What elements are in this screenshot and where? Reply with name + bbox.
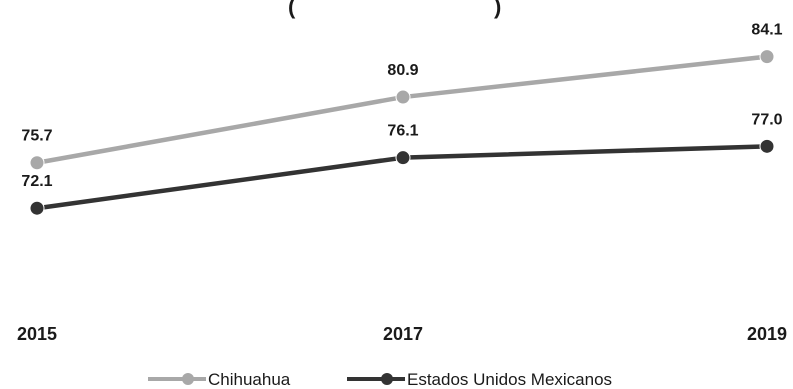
data-label-chihuahua-2017: 80.9 (387, 62, 418, 79)
data-label-layer: 75.7 80.9 84.1 72.1 76.1 77.0 (21, 22, 782, 191)
data-label-chihuahua-2019: 84.1 (751, 22, 782, 39)
legend-label-estados-unidos-mexicanos: Estados Unidos Mexicanos (407, 370, 612, 389)
legend-label-chihuahua: Chihuahua (208, 370, 291, 389)
legend: Chihuahua Estados Unidos Mexicanos (148, 370, 612, 389)
data-point-chihuahua-2015 (29, 155, 45, 171)
x-tick-label-2017: 2017 (383, 324, 423, 344)
legend-swatch-marker-estados-unidos-mexicanos (381, 373, 393, 385)
chart-title-fragment-open: ( (288, 0, 296, 19)
data-point-estados-unidos-mexicanos-2019 (759, 138, 775, 154)
data-point-chihuahua-2019 (759, 49, 775, 65)
data-label-estados-unidos-mexicanos-2015: 72.1 (21, 173, 52, 190)
x-tick-label-2015: 2015 (17, 324, 57, 344)
data-label-estados-unidos-mexicanos-2017: 76.1 (387, 123, 418, 140)
series-layer (29, 49, 775, 216)
legend-swatch-marker-chihuahua (182, 373, 194, 385)
x-tick-label-2019: 2019 (747, 324, 787, 344)
chart-title-fragment-close: ) (494, 0, 501, 19)
data-point-estados-unidos-mexicanos-2015 (29, 200, 45, 216)
x-axis: 2015 2017 2019 (17, 324, 787, 344)
data-point-estados-unidos-mexicanos-2017 (395, 150, 411, 166)
data-point-chihuahua-2017 (395, 89, 411, 105)
data-label-estados-unidos-mexicanos-2019: 77.0 (751, 111, 782, 128)
data-label-chihuahua-2015: 75.7 (21, 128, 52, 145)
